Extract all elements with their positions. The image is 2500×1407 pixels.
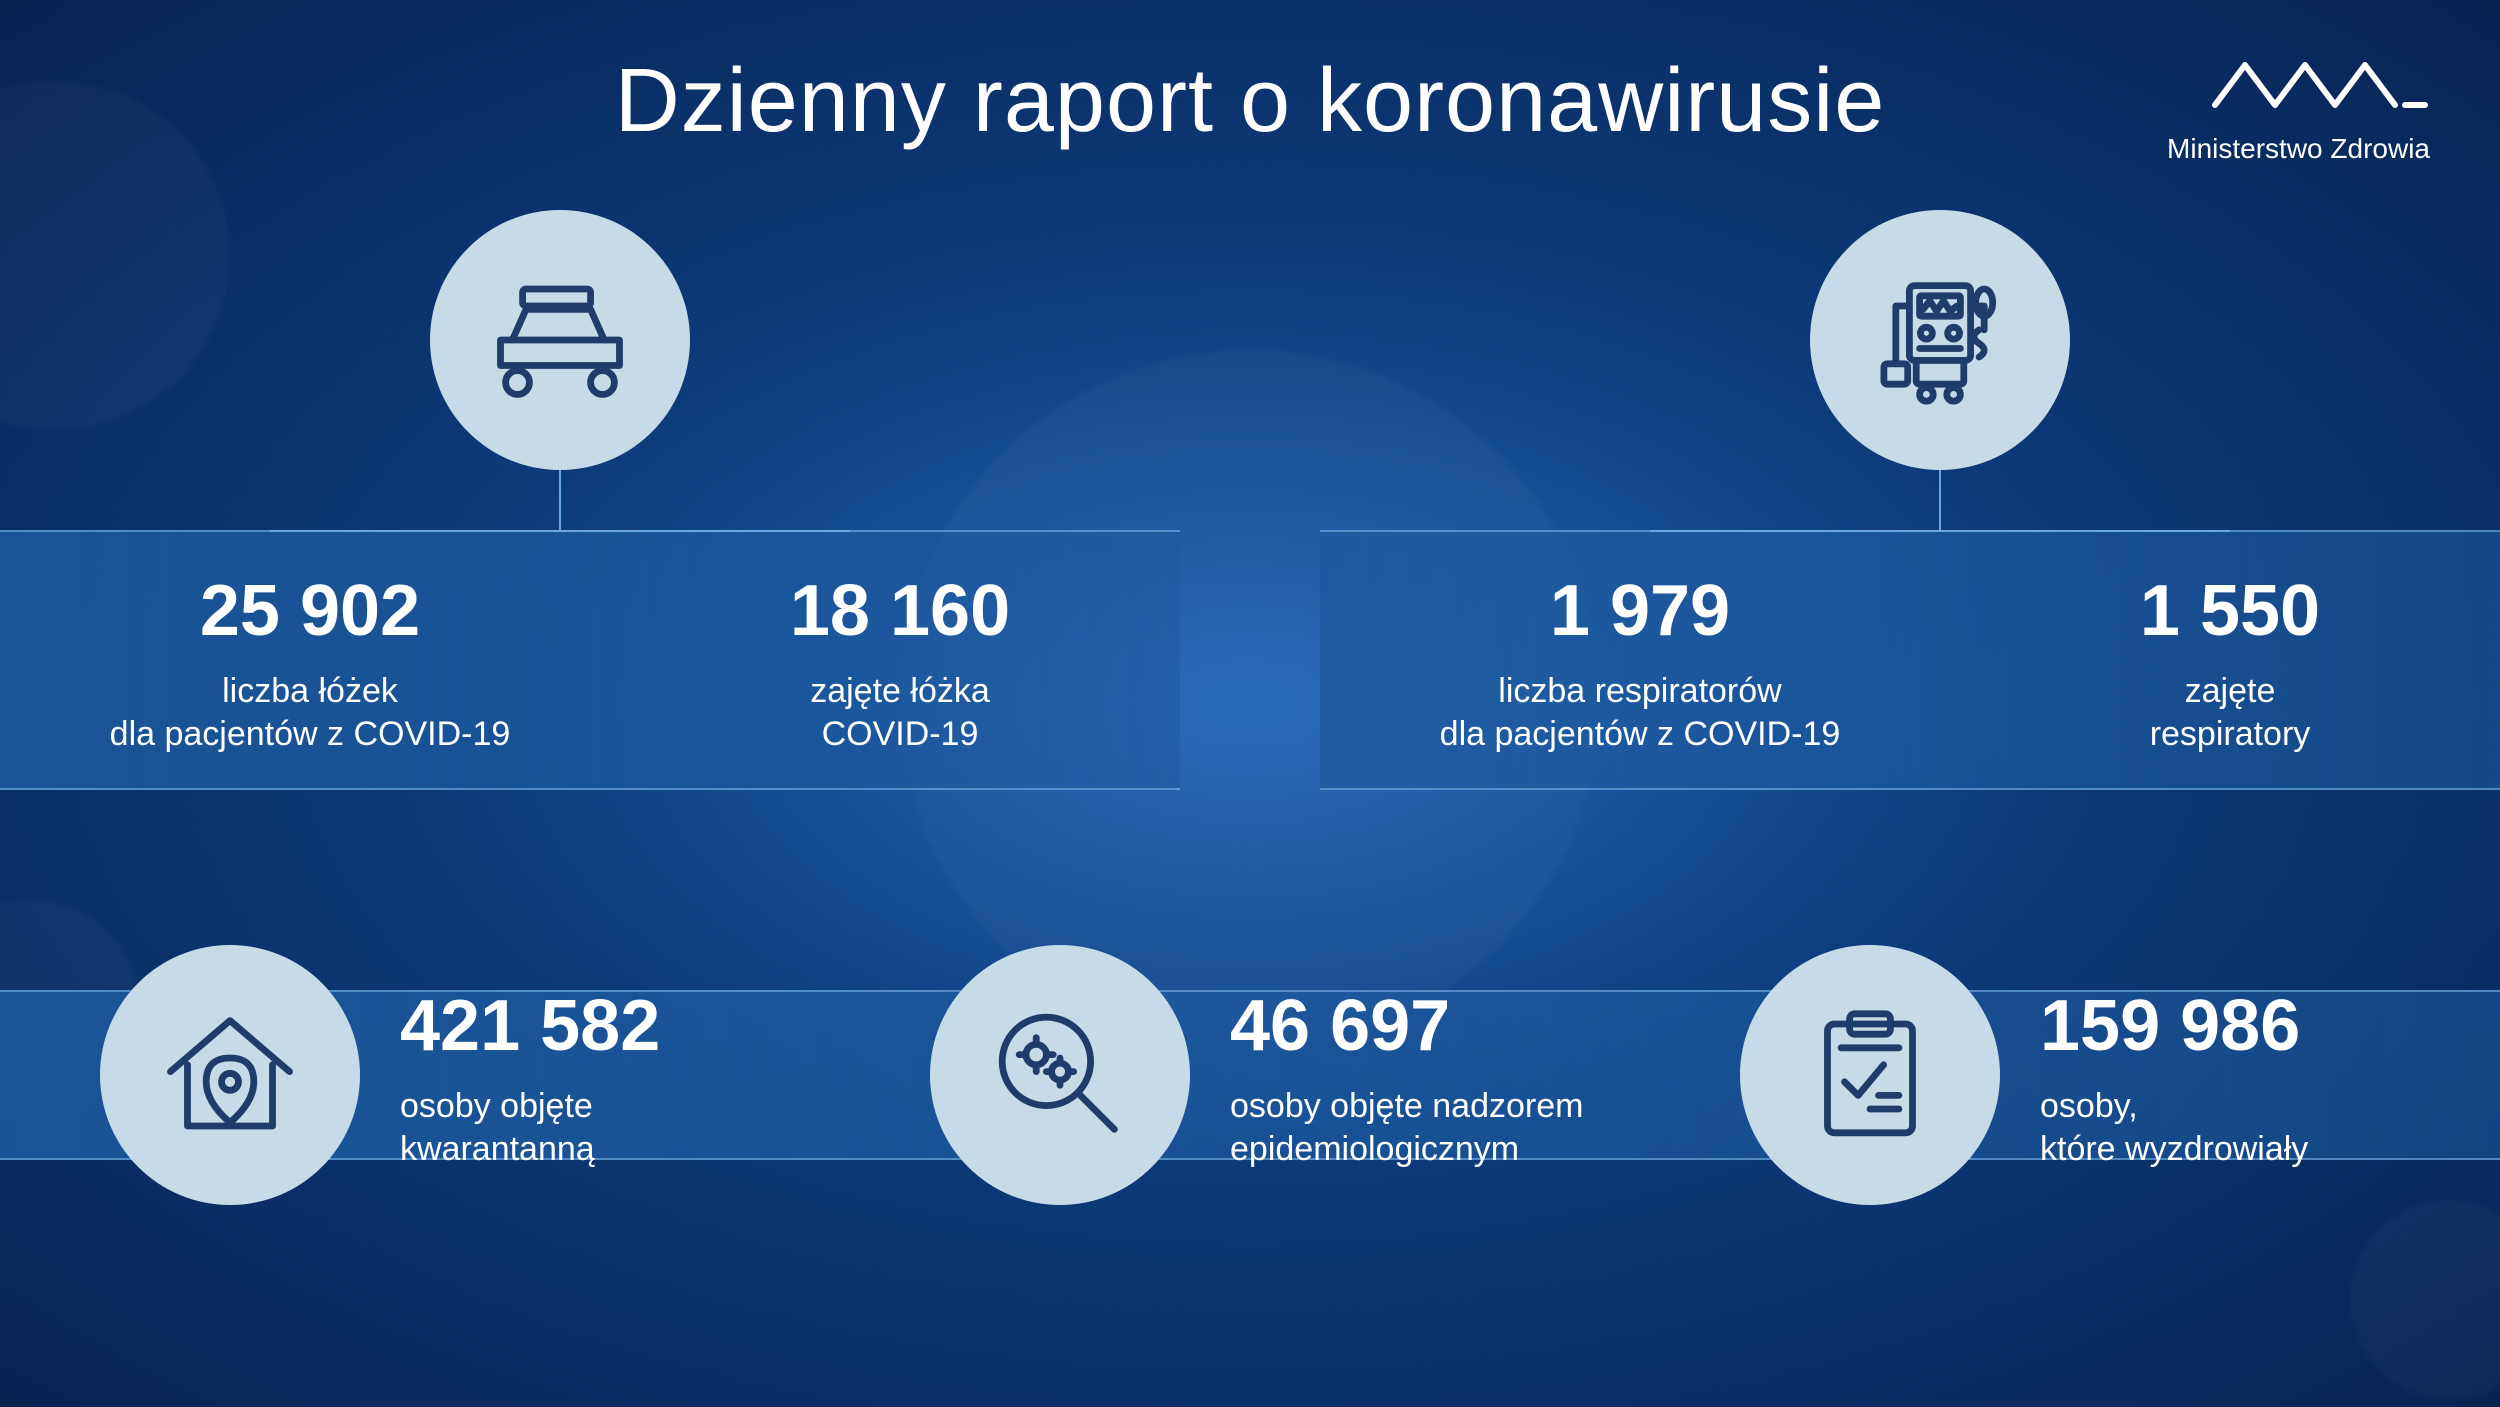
stat-value: 1 979 <box>1370 570 1910 652</box>
stat-surveillance: 46 697 osoby objęte nadzoremepidemiologi… <box>930 945 1583 1205</box>
connector <box>1650 530 2230 532</box>
stat-label: osoby objętekwarantanną <box>400 1085 660 1170</box>
stat-value: 421 582 <box>400 985 660 1067</box>
stat-label: zajęte łóżkaCOVID-19 <box>640 670 1160 755</box>
stat-label: osoby,które wyzdrowiały <box>2040 1085 2308 1170</box>
house-pin-icon <box>100 945 360 1205</box>
stat-quarantine: 421 582 osoby objętekwarantanną <box>100 945 660 1205</box>
connector <box>270 530 850 532</box>
stat-respirators-total: 1 979 liczba respiratorówdla pacjentów z… <box>1370 570 1910 755</box>
stat-label: zajęterespiratory <box>1980 670 2480 755</box>
connector <box>1939 470 1941 530</box>
stat-beds-total: 25 902 liczba łóżekdla pacjentów z COVID… <box>50 570 570 755</box>
stat-label: osoby objęte nadzoremepidemiologicznym <box>1230 1085 1583 1170</box>
ventilator-icon <box>1810 210 2070 470</box>
stat-value: 18 160 <box>640 570 1160 652</box>
stat-value: 46 697 <box>1230 985 1583 1067</box>
page-title: Dzienny raport o koronawirusie <box>0 50 2500 153</box>
stat-respirators-occupied: 1 550 zajęterespiratory <box>1980 570 2480 755</box>
hospital-bed-icon <box>430 210 690 470</box>
stat-recovered: 159 986 osoby,które wyzdrowiały <box>1740 945 2308 1205</box>
stat-beds-occupied: 18 160 zajęte łóżkaCOVID-19 <box>640 570 1160 755</box>
ministry-logo: Ministerstwo Zdrowia <box>2130 50 2430 165</box>
stat-value: 159 986 <box>2040 985 2308 1067</box>
connector <box>559 470 561 530</box>
clipboard-check-icon <box>1740 945 2000 1205</box>
stat-value: 1 550 <box>1980 570 2480 652</box>
stat-label: liczba łóżekdla pacjentów z COVID-19 <box>50 670 570 755</box>
magnifier-gears-icon <box>930 945 1190 1205</box>
stat-value: 25 902 <box>50 570 570 652</box>
stat-label: liczba respiratorówdla pacjentów z COVID… <box>1370 670 1910 755</box>
ministry-logo-text: Ministerstwo Zdrowia <box>2130 133 2430 165</box>
mz-logo-icon <box>2210 50 2430 120</box>
